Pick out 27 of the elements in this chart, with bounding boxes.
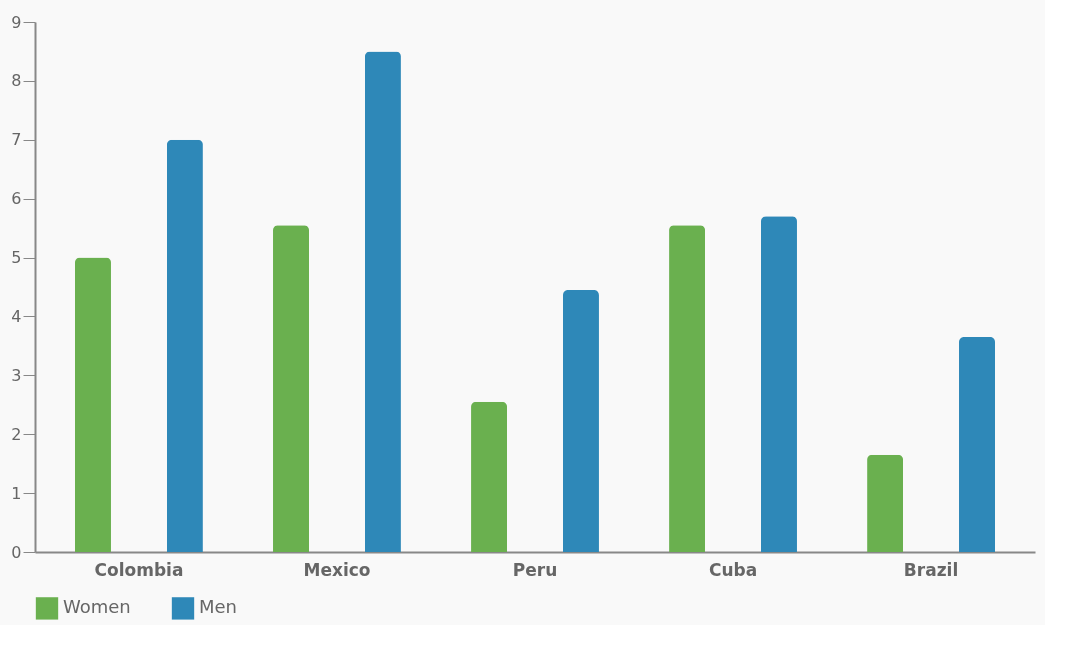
- y-tick-label: 0: [11, 542, 22, 562]
- y-tick-label: 3: [11, 365, 22, 385]
- y-tick-label: 7: [11, 130, 22, 150]
- y-tick-label: 1: [11, 483, 22, 503]
- bar: [273, 225, 310, 552]
- y-tick-label: 6: [11, 189, 22, 209]
- legend-label: Men: [199, 596, 238, 618]
- x-tick-label: Colombia: [94, 559, 184, 580]
- y-tick-label: 5: [11, 248, 22, 268]
- bar: [959, 337, 996, 552]
- bar: [562, 289, 599, 552]
- x-tick-label: Cuba: [708, 559, 758, 580]
- bar: [471, 401, 508, 552]
- bar: [166, 139, 203, 552]
- bar: [867, 454, 904, 552]
- bar: [364, 51, 401, 552]
- y-tick-label: 2: [11, 424, 22, 444]
- x-tick-label: Mexico: [303, 559, 371, 580]
- bar: [669, 225, 706, 552]
- y-tick-label: 4: [11, 306, 22, 326]
- x-tick-label: Brazil: [903, 559, 959, 580]
- x-tick-label: Peru: [512, 559, 558, 580]
- bar: [74, 257, 111, 552]
- bar: [760, 216, 797, 552]
- y-tick-label: 8: [11, 71, 22, 91]
- legend-label: Women: [63, 596, 131, 618]
- y-tick-label: 9: [11, 12, 22, 32]
